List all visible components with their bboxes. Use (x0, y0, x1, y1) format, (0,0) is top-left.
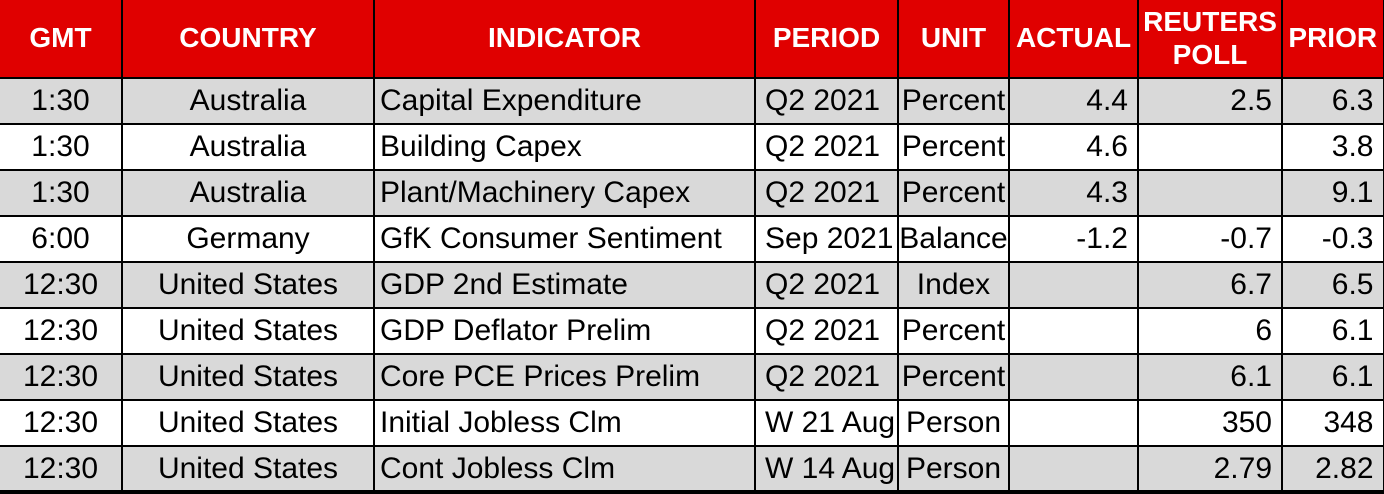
cell-unit: Percent (897, 353, 1010, 401)
cell-unit: Percent (897, 307, 1010, 355)
cell-period: Q2 2021 (754, 353, 899, 401)
cell-unit: Percent (897, 123, 1010, 171)
cell-period: Q2 2021 (754, 77, 899, 125)
cell-indicator: Plant/Machinery Capex (373, 169, 756, 217)
column-header-gmt: GMT (0, 0, 123, 79)
cell-unit: Balance (897, 215, 1010, 263)
cell-period: Q2 2021 (754, 307, 899, 355)
cell-reuters-poll (1137, 123, 1283, 171)
cell-gmt: 6:00 (0, 215, 123, 263)
table-row: 12:30 United States Cont Jobless Clm W 1… (0, 445, 1384, 494)
cell-country: Australia (121, 169, 375, 217)
cell-country: United States (121, 445, 375, 494)
cell-period: Q2 2021 (754, 169, 899, 217)
cell-reuters-poll: 6.7 (1137, 261, 1283, 309)
cell-reuters-poll: 6.1 (1137, 353, 1283, 401)
cell-prior: 6.1 (1281, 353, 1384, 401)
cell-prior: -0.3 (1281, 215, 1384, 263)
cell-actual: 4.3 (1008, 169, 1139, 217)
cell-indicator: Capital Expenditure (373, 77, 756, 125)
cell-country: United States (121, 399, 375, 447)
cell-actual (1008, 445, 1139, 494)
table-header-row: GMT COUNTRY INDICATOR PERIOD UNIT ACTUAL… (0, 0, 1384, 79)
column-header-prior: PRIOR (1281, 0, 1384, 79)
cell-prior: 9.1 (1281, 169, 1384, 217)
table-row: 1:30 Australia Capital Expenditure Q2 20… (0, 77, 1384, 125)
table-row: 12:30 United States GDP Deflator Prelim … (0, 307, 1384, 355)
cell-actual (1008, 353, 1139, 401)
cell-reuters-poll (1137, 169, 1283, 217)
cell-prior: 3.8 (1281, 123, 1384, 171)
column-header-country: COUNTRY (121, 0, 375, 79)
cell-country: Germany (121, 215, 375, 263)
cell-gmt: 1:30 (0, 123, 123, 171)
cell-reuters-poll: -0.7 (1137, 215, 1283, 263)
cell-actual: -1.2 (1008, 215, 1139, 263)
cell-gmt: 12:30 (0, 399, 123, 447)
cell-reuters-poll: 6 (1137, 307, 1283, 355)
cell-reuters-poll: 350 (1137, 399, 1283, 447)
table-row: 12:30 United States GDP 2nd Estimate Q2 … (0, 261, 1384, 309)
cell-unit: Percent (897, 77, 1010, 125)
cell-reuters-poll: 2.79 (1137, 445, 1283, 494)
cell-actual: 4.4 (1008, 77, 1139, 125)
column-header-unit: UNIT (897, 0, 1010, 79)
cell-indicator: Cont Jobless Clm (373, 445, 756, 494)
cell-indicator: Building Capex (373, 123, 756, 171)
cell-country: United States (121, 261, 375, 309)
cell-actual (1008, 399, 1139, 447)
cell-gmt: 12:30 (0, 353, 123, 401)
cell-gmt: 12:30 (0, 445, 123, 494)
cell-period: Q2 2021 (754, 123, 899, 171)
cell-gmt: 1:30 (0, 169, 123, 217)
cell-indicator: GDP 2nd Estimate (373, 261, 756, 309)
cell-period: Q2 2021 (754, 261, 899, 309)
cell-prior: 6.1 (1281, 307, 1384, 355)
table-row: 12:30 United States Initial Jobless Clm … (0, 399, 1384, 447)
table-row: 6:00 Germany GfK Consumer Sentiment Sep … (0, 215, 1384, 263)
table-row: 1:30 Australia Plant/Machinery Capex Q2 … (0, 169, 1384, 217)
cell-unit: Person (897, 399, 1010, 447)
cell-gmt: 1:30 (0, 77, 123, 125)
cell-prior: 6.5 (1281, 261, 1384, 309)
cell-prior: 2.82 (1281, 445, 1384, 494)
cell-indicator: Initial Jobless Clm (373, 399, 756, 447)
cell-indicator: Core PCE Prices Prelim (373, 353, 756, 401)
cell-country: United States (121, 353, 375, 401)
cell-indicator: GfK Consumer Sentiment (373, 215, 756, 263)
cell-prior: 348 (1281, 399, 1384, 447)
cell-indicator: GDP Deflator Prelim (373, 307, 756, 355)
table-row: 1:30 Australia Building Capex Q2 2021 Pe… (0, 123, 1384, 171)
cell-country: Australia (121, 123, 375, 171)
cell-country: Australia (121, 77, 375, 125)
cell-period: W 21 Aug (754, 399, 899, 447)
cell-actual (1008, 307, 1139, 355)
cell-country: United States (121, 307, 375, 355)
table-row: 12:30 United States Core PCE Prices Prel… (0, 353, 1384, 401)
cell-period: Sep 2021 (754, 215, 899, 263)
cell-gmt: 12:30 (0, 307, 123, 355)
column-header-reuters-poll: REUTERS POLL (1137, 0, 1283, 79)
cell-reuters-poll: 2.5 (1137, 77, 1283, 125)
column-header-period: PERIOD (754, 0, 899, 79)
cell-unit: Person (897, 445, 1010, 494)
cell-period: W 14 Aug (754, 445, 899, 494)
cell-actual (1008, 261, 1139, 309)
cell-unit: Percent (897, 169, 1010, 217)
column-header-actual: ACTUAL (1008, 0, 1139, 79)
cell-prior: 6.3 (1281, 77, 1384, 125)
cell-actual: 4.6 (1008, 123, 1139, 171)
column-header-indicator: INDICATOR (373, 0, 756, 79)
cell-unit: Index (897, 261, 1010, 309)
cell-gmt: 12:30 (0, 261, 123, 309)
